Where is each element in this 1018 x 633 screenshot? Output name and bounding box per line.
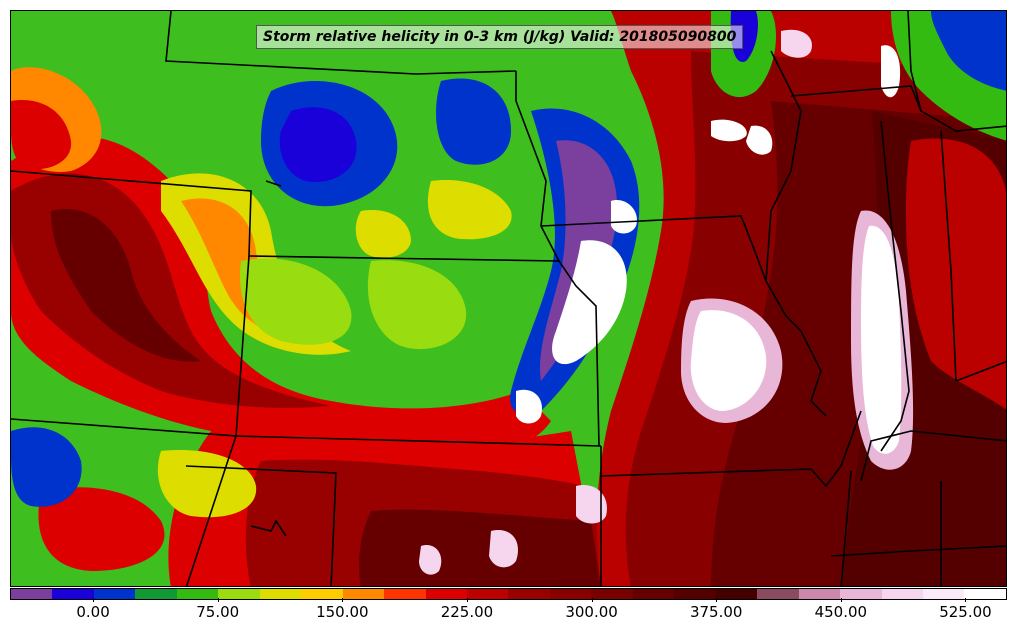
field-mn-blue: [436, 78, 511, 165]
map-panel: Storm relative helicity in 0-3 km (J/kg)…: [10, 10, 1007, 587]
colorbar-segment: [591, 589, 633, 599]
field-west-maroon: [51, 209, 201, 362]
colorbar-tick-label: 525.00: [939, 603, 992, 621]
border-mi-in: [907, 11, 1006, 132]
colorbar-segment: [135, 589, 177, 599]
field-ks-white: [516, 389, 542, 424]
border-il-in: [880, 120, 910, 452]
colorbar-segment: [425, 589, 467, 599]
colorbar-tick-label: 375.00: [689, 603, 743, 621]
colorbar-tick-mark: [840, 598, 842, 602]
colorbar-segment: [259, 589, 302, 599]
colorbar-segment: [715, 589, 758, 599]
colorbar-segment: [922, 589, 965, 599]
border-ne-north: [11, 170, 560, 262]
colorbar-segment: [508, 589, 550, 599]
colorbar-segment: [176, 589, 219, 599]
field-ia-white: [611, 200, 637, 234]
helicity-field-map: [11, 11, 1006, 586]
colorbar-segment: [93, 589, 136, 599]
field-mo-white: [552, 240, 627, 365]
field-dakota-deepblue: [279, 107, 357, 182]
field-wi-blue: [730, 11, 758, 62]
border-ms-al: [830, 545, 1006, 557]
colorbar: [10, 588, 1007, 600]
field-nm-yellow: [157, 450, 257, 518]
colorbar-segment: [798, 589, 841, 599]
border-ks-mo: [558, 260, 600, 447]
border-ok-panhandle: [185, 465, 337, 586]
border-wi-mi: [790, 85, 922, 112]
colorbar-segment: [881, 589, 923, 599]
colorbar-tick-mark: [342, 598, 344, 602]
colorbar-tick-mark: [93, 598, 95, 602]
colorbar-segment: [11, 589, 53, 599]
state-borders: [11, 11, 1006, 586]
border-tn-ky: [860, 430, 1006, 482]
colorbar-segment: [964, 589, 1006, 599]
field-sw-blue: [11, 427, 82, 507]
border-ar-ms: [840, 470, 852, 586]
colorbar-segment: [301, 589, 343, 599]
field-il-white: [861, 225, 902, 454]
colorbar-segment: [342, 589, 385, 599]
colorbar-segment: [549, 589, 592, 599]
colorbar-tick-mark: [466, 598, 468, 602]
colorbar-tick-label: 450.00: [814, 603, 868, 621]
border-co-ks-west: [235, 255, 250, 437]
border-oh-ky: [955, 360, 1006, 382]
field-mo-whiteblob: [690, 310, 767, 411]
colorbar-tick-label: 300.00: [565, 603, 618, 621]
colorbar-segment: [466, 589, 509, 599]
field-wi-white2: [746, 125, 773, 155]
colorbar-segment: [632, 589, 675, 599]
field-tx-pink: [489, 530, 519, 568]
field-wi-white: [711, 119, 747, 142]
map-title: Storm relative helicity in 0-3 km (J/kg)…: [256, 25, 744, 49]
colorbar-segment: [384, 589, 426, 599]
lake-tx: [250, 519, 287, 537]
border-in-oh: [940, 130, 957, 382]
border-ks-ok: [235, 435, 602, 447]
lake-sd: [265, 180, 282, 187]
colorbar-tick-label: 0.00: [76, 603, 110, 621]
border-nd-sd: [165, 11, 517, 75]
colorbar-tick-label: 75.00: [196, 603, 240, 621]
field-ohio-red: [906, 138, 1006, 410]
colorbar-tick-mark: [591, 598, 593, 602]
colorbar-tick-mark: [965, 598, 967, 602]
field-sw-red: [38, 487, 165, 571]
colorbar-tick-mark: [217, 598, 219, 602]
colorbar-segment: [218, 589, 260, 599]
border-sd-mn-ia: [515, 71, 560, 262]
field-mi-white: [881, 45, 901, 98]
field-ne-blue: [931, 11, 1006, 91]
field-tx-pink2: [419, 545, 442, 575]
border-mo-ar: [600, 410, 862, 488]
field-nw-red: [11, 100, 72, 170]
field-mi-pink: [781, 29, 812, 58]
field-ok-pink: [576, 485, 607, 524]
field-south-maroon: [359, 509, 601, 586]
border-ia-mo: [540, 215, 827, 417]
colorbar-tick-mark: [716, 598, 718, 602]
colorbar-segment: [52, 589, 94, 599]
border-wi-il: [765, 50, 802, 282]
colorbar-tick-label: 150.00: [316, 603, 369, 621]
field-ne-yellow2: [427, 180, 512, 240]
field-ks-lime: [240, 258, 352, 345]
border-nm-co: [11, 418, 238, 586]
colorbar-tick-label: 225.00: [440, 603, 494, 621]
field-ks-lime2: [367, 260, 467, 350]
colorbar-segment: [757, 589, 799, 599]
colorbar-segment: [840, 589, 882, 599]
colorbar-segment: [674, 589, 716, 599]
field-ne-yellow: [355, 210, 411, 258]
